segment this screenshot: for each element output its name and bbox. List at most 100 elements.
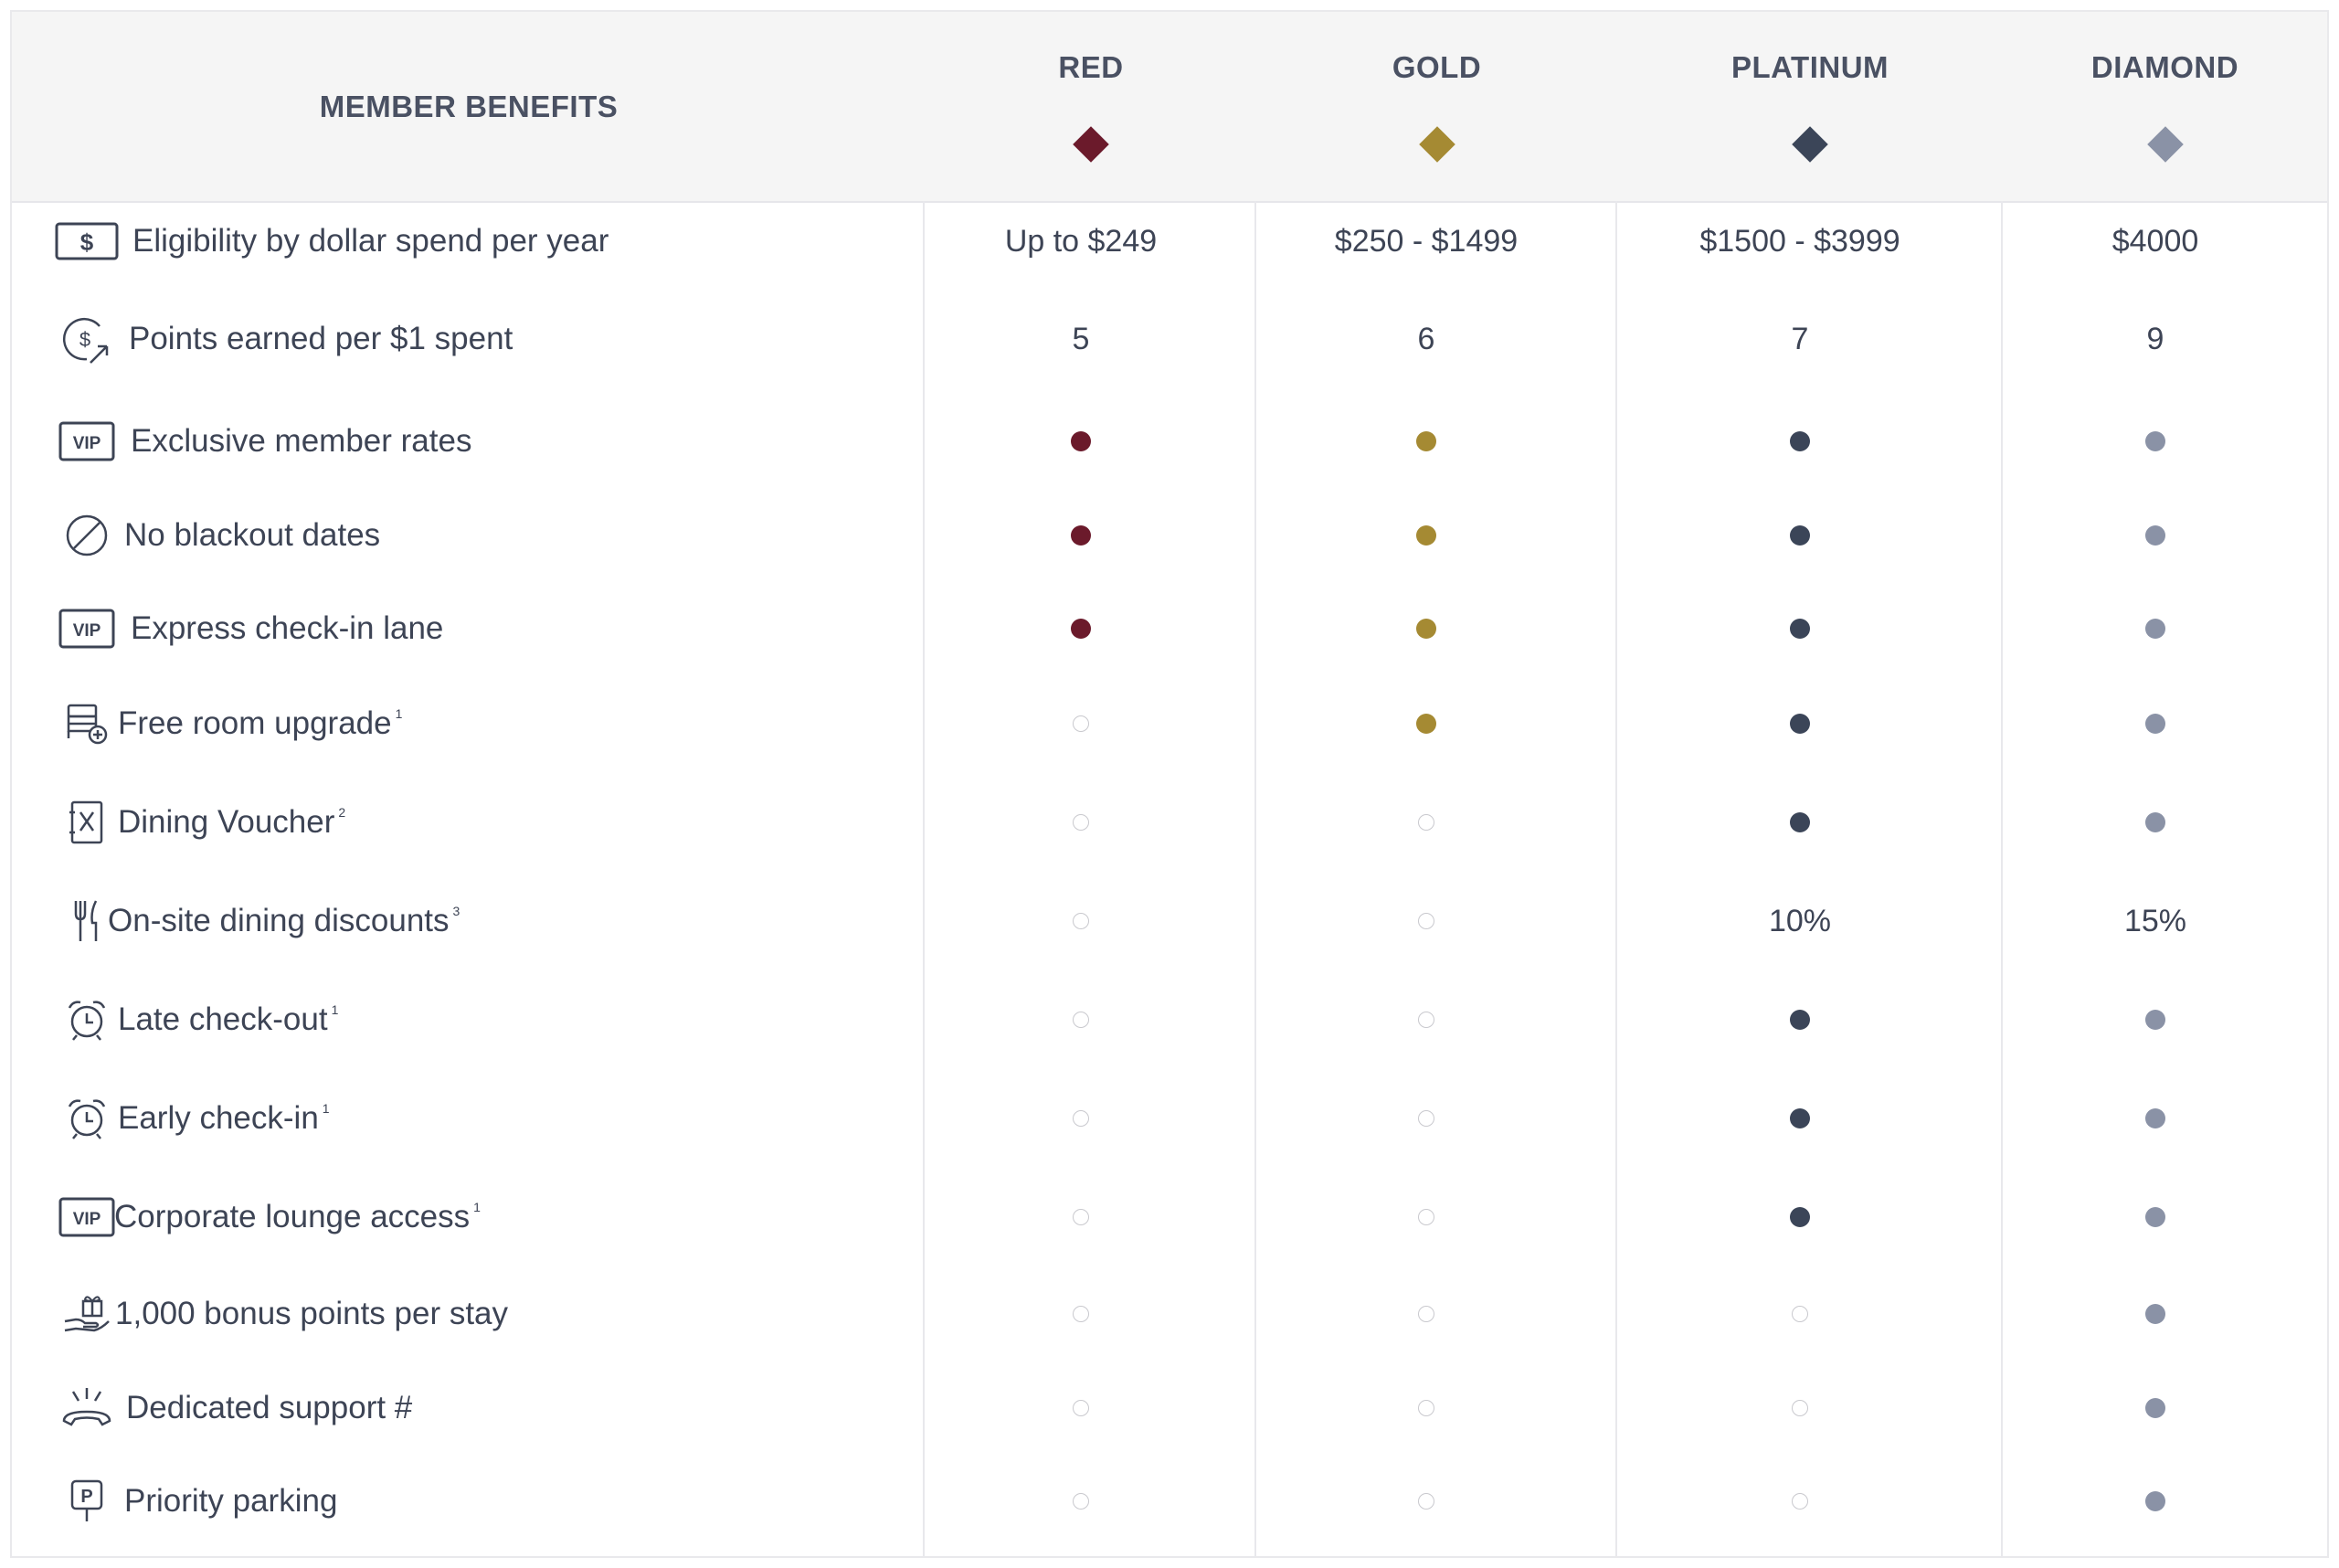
benefit-cell-red: 5 [944,312,1218,366]
benefit-label-text: On-site dining discounts [108,903,450,938]
benefit-cell-diamond [2018,1190,2292,1245]
benefit-cell-platinum: 7 [1663,312,1937,366]
benefit-cell-gold [1289,1287,1563,1341]
benefit-cell-red [944,1474,1218,1529]
benefit-value: 7 [1791,321,1809,356]
benefit-cell-gold [1289,894,1563,948]
benefit-label-text: Early check-in [118,1100,319,1136]
benefit-value: 15% [2123,903,2187,938]
benefit-cell-red [944,992,1218,1047]
not-included-circle [1073,1209,1089,1225]
benefit-cell-gold [1289,1474,1563,1529]
prohibited-icon [52,508,122,563]
included-dot [1790,431,1810,451]
included-dot [1416,431,1436,451]
dining-voucher-icon [52,795,122,850]
member-benefits-title: MEMBER BENEFITS [319,89,619,123]
benefit-cell-red [944,414,1218,469]
included-dot [2145,619,2165,639]
not-included-circle [1418,814,1434,831]
benefit-label-text: Express check-in lane [131,610,444,646]
alarm-clock-icon [52,992,122,1047]
benefit-cell-diamond [2018,508,2292,563]
not-included-circle [1418,1110,1434,1127]
included-dot [1790,1010,1810,1030]
table-row: Free room upgrade 1 [12,696,2327,751]
included-dot [1790,1207,1810,1227]
benefit-cell-diamond: 15% [2018,894,2292,948]
benefit-cell-platinum [1663,1381,1937,1436]
tier-red-header: RED [926,12,1256,201]
alarm-clock-icon [52,1091,122,1146]
table-row: No blackout dates [12,508,2327,563]
table-row: Late check-out 1 [12,992,2327,1047]
tier-diamond-name: DIAMOND [2090,50,2239,84]
benefit-cell-gold [1289,795,1563,850]
included-dot [1416,525,1436,546]
column-divider [1254,201,1256,1556]
not-included-circle [1073,715,1089,732]
tier-red-diamond-icon [1073,126,1109,163]
benefit-cell-platinum [1663,601,1937,656]
included-dot [1071,431,1091,451]
benefit-label-text: Late check-out [118,1001,328,1037]
column-divider [1615,201,1617,1556]
footnote-marker: 1 [322,1101,330,1117]
not-included-circle [1418,1493,1434,1510]
bed-upgrade-icon [52,696,122,751]
benefit-label-text: Free room upgrade [118,705,392,741]
footnote-marker: 3 [452,904,460,919]
included-dot [2145,1010,2165,1030]
ringing-phone-icon [52,1381,122,1436]
not-included-circle [1792,1306,1808,1322]
benefit-cell-platinum [1663,992,1937,1047]
benefit-label: Corporate lounge access 1 [114,1199,481,1235]
tier-gold-diamond-icon [1418,126,1455,163]
benefit-value: 10% [1768,903,1832,938]
benefit-cell-gold [1289,1190,1563,1245]
benefit-cell-gold [1289,992,1563,1047]
benefit-cell-diamond [2018,992,2292,1047]
benefit-value: Up to $249 [1004,223,1158,259]
benefit-value: 5 [1072,321,1090,356]
benefit-value: 6 [1417,321,1435,356]
benefit-cell-red [944,1381,1218,1436]
footnote-marker: 1 [395,706,403,722]
table-row: 1,000 bonus points per stay [12,1287,2327,1341]
benefit-cell-gold [1289,1091,1563,1146]
not-included-circle [1073,1400,1089,1416]
benefit-value: 9 [2146,321,2164,356]
benefit-cell-red [944,894,1218,948]
not-included-circle [1792,1400,1808,1416]
table-row: Early check-in 1 [12,1091,2327,1146]
not-included-circle [1418,1306,1434,1322]
table-row: VIP Express check-in lane [12,601,2327,656]
tier-platinum-name: PLATINUM [1730,50,1889,84]
benefit-cell-gold [1289,1381,1563,1436]
included-dot [1790,619,1810,639]
benefit-label: Exclusive member rates [131,423,471,460]
tier-diamond-diamond-icon [2146,126,2184,163]
benefit-label: Late check-out 1 [118,1001,338,1038]
benefit-value: $4000 [2111,223,2199,259]
benefit-cell-platinum [1663,1474,1937,1529]
tier-diamond-header: DIAMOND [2003,12,2327,201]
benefit-value: $250 - $1499 [1334,223,1519,259]
benefit-cell-platinum [1663,1190,1937,1245]
benefit-cell-platinum: $1500 - $3999 [1663,214,1937,269]
benefit-cell-platinum [1663,1091,1937,1146]
benefit-value: $1500 - $3999 [1699,223,1900,259]
included-dot [2145,1398,2165,1418]
benefit-cell-red: Up to $249 [944,214,1218,269]
svg-text:$: $ [80,228,94,256]
benefit-cell-diamond: $4000 [2018,214,2292,269]
table-row: VIP Exclusive member rates [12,414,2327,469]
vip-icon: VIP [52,1190,122,1245]
benefit-cell-platinum [1663,795,1937,850]
included-dot [1790,714,1810,734]
benefit-label: On-site dining discounts 3 [108,903,460,939]
column-divider [2001,201,2003,1556]
benefit-cell-diamond [2018,1474,2292,1529]
footnote-marker: 2 [338,805,346,821]
benefit-cell-red [944,1190,1218,1245]
